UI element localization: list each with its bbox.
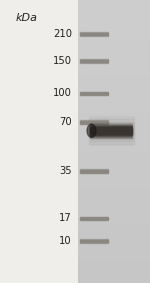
Bar [80, 239, 108, 240]
Bar [90, 130, 132, 131]
Bar [88, 134, 134, 135]
Bar [88, 127, 134, 128]
Bar [90, 132, 132, 133]
Bar [90, 134, 132, 135]
Bar [88, 143, 134, 144]
Bar [88, 128, 134, 129]
Bar [90, 134, 132, 135]
Bar [90, 127, 132, 128]
Text: 35: 35 [59, 166, 72, 176]
Bar [80, 218, 108, 219]
Bar [80, 217, 108, 218]
Bar [90, 137, 132, 138]
Bar [88, 129, 134, 131]
Bar [80, 92, 108, 93]
Bar [90, 129, 132, 130]
Bar [88, 116, 134, 117]
Bar [90, 125, 132, 126]
Text: 210: 210 [53, 29, 72, 39]
Bar [80, 171, 108, 172]
Bar [90, 133, 132, 134]
Bar [90, 135, 132, 136]
Bar [90, 126, 132, 127]
Bar [80, 123, 108, 124]
Bar [90, 134, 132, 135]
Bar [88, 125, 134, 126]
Bar [90, 128, 132, 129]
Text: 150: 150 [53, 56, 72, 66]
Ellipse shape [87, 124, 96, 137]
Bar [88, 144, 134, 145]
Bar [80, 170, 108, 171]
Bar [90, 125, 132, 126]
Bar [88, 131, 134, 132]
Bar [80, 62, 108, 63]
Bar [88, 118, 134, 119]
Bar [90, 127, 132, 128]
Bar [90, 129, 132, 130]
Bar [90, 137, 132, 138]
Bar [90, 124, 132, 125]
Bar [90, 123, 132, 124]
Bar [80, 219, 108, 220]
Bar [80, 242, 108, 243]
Bar [80, 59, 108, 60]
Bar [88, 123, 134, 125]
Text: 10: 10 [59, 236, 72, 246]
Bar [90, 132, 132, 133]
Bar [90, 127, 132, 128]
Bar [90, 123, 132, 124]
Bar [80, 35, 108, 36]
Text: kDa: kDa [16, 13, 38, 23]
Bar [80, 121, 108, 122]
Bar [90, 133, 132, 134]
Bar [90, 131, 132, 132]
Bar [88, 122, 134, 123]
Bar [80, 32, 108, 33]
Text: 17: 17 [59, 213, 72, 224]
Bar [88, 135, 134, 136]
Bar [90, 126, 132, 127]
Bar [88, 138, 134, 140]
Bar [80, 60, 108, 61]
Bar [90, 135, 132, 136]
Text: 70: 70 [59, 117, 72, 127]
Bar [80, 172, 108, 173]
Bar [90, 135, 132, 136]
Bar [90, 130, 132, 131]
Bar [90, 131, 132, 132]
Bar [80, 93, 108, 94]
Bar [80, 34, 108, 35]
Bar [88, 119, 134, 120]
Bar [90, 126, 132, 127]
Bar [90, 128, 132, 129]
Bar [90, 138, 132, 139]
Text: 100: 100 [53, 88, 72, 98]
Bar [80, 122, 108, 123]
Bar [88, 137, 134, 138]
Bar [80, 241, 108, 242]
Bar [90, 130, 132, 131]
Bar [90, 136, 132, 137]
Bar [90, 123, 132, 124]
Bar [0, 0, 78, 283]
Bar [80, 240, 108, 241]
Bar [88, 132, 134, 134]
Bar [80, 33, 108, 34]
Bar [90, 124, 132, 125]
Bar [90, 131, 132, 132]
Bar [80, 94, 108, 95]
Bar [80, 61, 108, 62]
Bar [88, 140, 134, 141]
Bar [88, 121, 134, 122]
Bar [90, 136, 132, 137]
Bar [90, 138, 132, 139]
Bar [88, 141, 134, 142]
